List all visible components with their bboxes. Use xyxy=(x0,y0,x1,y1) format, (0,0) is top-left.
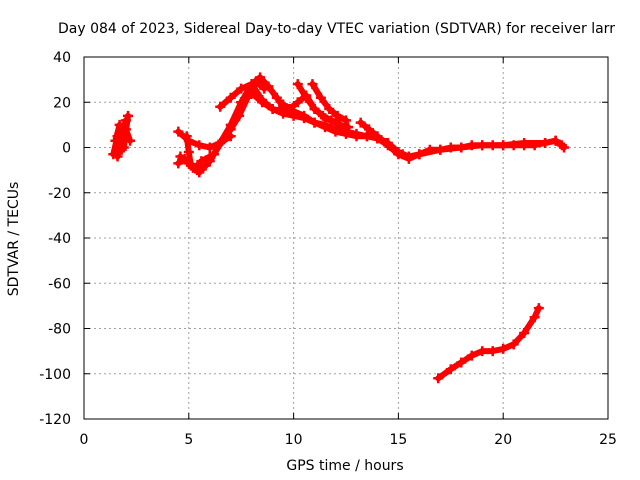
data-point xyxy=(456,142,467,153)
data-point xyxy=(234,110,245,121)
data-point xyxy=(225,131,236,142)
axis-ticks xyxy=(83,56,609,420)
data-point xyxy=(236,97,247,108)
data-point xyxy=(259,83,270,94)
data-point xyxy=(519,137,530,148)
data-point xyxy=(292,79,303,90)
data-point xyxy=(540,137,551,148)
data-point xyxy=(288,110,299,121)
data-point xyxy=(284,104,295,115)
x-tick-label: 10 xyxy=(285,432,303,448)
data-point xyxy=(498,343,509,354)
data-point xyxy=(332,110,343,121)
data-point xyxy=(477,346,488,357)
data-point xyxy=(175,151,186,162)
x-tick-label: 5 xyxy=(184,432,193,448)
data-point xyxy=(225,92,236,103)
data-point xyxy=(315,92,326,103)
data-point xyxy=(194,140,205,151)
data-point xyxy=(558,142,569,153)
y-tick-label: -100 xyxy=(39,367,71,383)
y-axis-label: SDTVAR / TECUs xyxy=(6,182,22,297)
data-point xyxy=(190,162,201,173)
data-point xyxy=(550,135,561,146)
data-point xyxy=(301,92,312,103)
data-point xyxy=(173,158,184,169)
x-tick-label: 25 xyxy=(599,432,617,448)
data-point xyxy=(309,117,320,128)
data-point xyxy=(529,312,540,323)
y-tick-label: 20 xyxy=(53,95,71,111)
x-tick-label: 15 xyxy=(389,432,407,448)
data-point xyxy=(267,104,278,115)
data-point xyxy=(435,144,446,155)
x-tick-label: 0 xyxy=(80,432,89,448)
data-point xyxy=(204,142,215,153)
tick-labels: 0 5 10 15 20 25 -120 -100 -80 -60 -40 -20 0 20 40 xyxy=(39,50,617,448)
x-tick-label: 20 xyxy=(494,432,512,448)
data-point xyxy=(351,128,362,139)
data-point xyxy=(215,137,226,148)
data-point xyxy=(278,108,289,119)
data-point xyxy=(487,346,498,357)
data-point xyxy=(498,140,509,151)
data-point xyxy=(292,97,303,108)
data-point xyxy=(236,83,247,94)
data-point xyxy=(307,79,318,90)
y-tick-label: -60 xyxy=(48,276,71,292)
data-point xyxy=(533,303,544,314)
data-point xyxy=(257,97,268,108)
y-tick-label: -80 xyxy=(48,322,71,338)
data-point xyxy=(317,110,328,121)
data-point xyxy=(364,124,375,135)
data-point xyxy=(341,115,351,126)
chart-title: Day 084 of 2023, Sidereal Day-to-day VTE… xyxy=(58,21,615,37)
data-point xyxy=(334,119,345,130)
x-axis-label: GPS time / hours xyxy=(286,458,403,474)
data-point xyxy=(246,88,257,99)
data-point xyxy=(181,131,192,142)
data-point xyxy=(456,357,467,368)
data-point xyxy=(343,122,354,133)
data-point xyxy=(519,328,530,339)
data-point xyxy=(389,144,400,155)
grid-lines xyxy=(84,57,608,419)
data-point xyxy=(278,99,289,110)
data-point xyxy=(445,364,456,375)
data-point xyxy=(271,92,282,103)
y-tick-label: -40 xyxy=(48,231,71,247)
data-point xyxy=(120,115,131,126)
data-point xyxy=(466,350,477,361)
data-point xyxy=(326,115,337,126)
data-point xyxy=(355,117,366,128)
data-point xyxy=(116,128,127,139)
data-point xyxy=(380,137,391,148)
data-point xyxy=(183,147,194,158)
y-tick-label: -120 xyxy=(39,412,71,428)
data-point xyxy=(204,151,215,162)
data-point xyxy=(433,373,444,384)
data-point xyxy=(215,101,226,112)
data-point xyxy=(372,131,383,142)
data-point xyxy=(246,79,257,90)
data-point xyxy=(196,156,207,167)
data-series xyxy=(108,72,569,384)
y-tick-label: -20 xyxy=(48,186,71,202)
series-track-9 xyxy=(238,90,567,162)
data-point xyxy=(309,104,320,115)
data-point xyxy=(299,113,310,124)
data-point xyxy=(477,140,488,151)
data-point xyxy=(397,149,408,160)
data-point xyxy=(361,131,372,142)
data-point xyxy=(173,126,184,137)
y-tick-label: 40 xyxy=(53,50,71,66)
data-point xyxy=(414,149,425,160)
data-point xyxy=(112,151,123,162)
data-point xyxy=(403,153,414,164)
series-track-14 xyxy=(435,305,542,382)
y-tick-label: 0 xyxy=(62,141,71,157)
data-point xyxy=(324,104,335,115)
data-point xyxy=(508,339,519,350)
